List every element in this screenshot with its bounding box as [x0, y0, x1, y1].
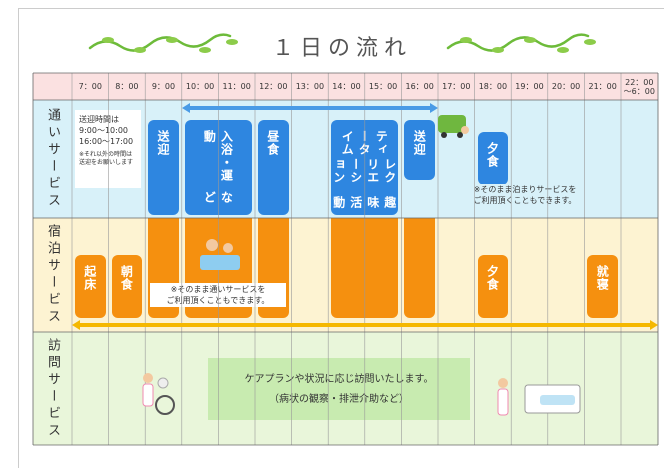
block-label: ティータイム: [340, 130, 389, 156]
note-line: ※そのまま泊まりサービスを: [473, 185, 577, 194]
stay-arrow: [72, 320, 658, 330]
time-header: 16：00: [405, 82, 434, 91]
block-label: 朝食: [119, 265, 134, 291]
pickup-time: 送迎時間は: [79, 115, 119, 124]
day-block: 送迎: [404, 120, 435, 180]
time-header: 7：00: [78, 82, 102, 91]
time-header: 20：00: [551, 82, 581, 91]
illustration: [438, 115, 466, 133]
time-header: 19：00: [515, 82, 544, 91]
stay-note: ※そのまま通いサービスを ご利用頂くこともできます。: [150, 283, 286, 307]
illustration: [206, 239, 218, 251]
block-label: 起床: [82, 265, 97, 291]
time-header: 18：00: [478, 82, 508, 91]
illustration: [441, 132, 447, 138]
block-label: 送迎: [155, 130, 170, 156]
illustration: [200, 255, 240, 270]
note-line: （病状の観察・排泄介助など）: [269, 394, 409, 405]
illustration: [155, 395, 175, 415]
row-label: 通いサービス: [45, 108, 60, 210]
time-header: 14：00: [332, 82, 361, 91]
time-header: 13：00: [295, 82, 325, 91]
stay-block: 夕食: [477, 255, 509, 318]
note-line: ケアプランや状況に応じ訪問いたします。: [244, 374, 434, 385]
note-line: ご利用頂くこともできます。: [473, 196, 577, 205]
visit-note: ケアプランや状況に応じ訪問いたします。 （病状の観察・排泄介助など）: [208, 358, 470, 420]
block-label: 昼食: [265, 130, 280, 156]
illustration: [540, 395, 575, 405]
stay-block: 起床: [75, 255, 106, 318]
day-block: 送迎: [148, 120, 179, 215]
illustration: [142, 383, 154, 407]
day-arrow: [182, 103, 438, 113]
block-label: 夕食: [485, 265, 500, 291]
time-header: 21：00: [588, 82, 617, 91]
header-row: [33, 73, 658, 100]
block-label: レクリエーション: [331, 158, 397, 185]
stay-block: 朝食: [111, 255, 143, 318]
vine-decoration: [88, 33, 590, 52]
time-header: 22：00 ～6：00: [623, 77, 655, 96]
time-header: 11：00: [222, 82, 251, 91]
pickup-time: 9:00～10:00: [79, 126, 129, 135]
block-label: など: [202, 190, 234, 204]
time-header: 12：00: [259, 82, 288, 91]
stay-block: [404, 218, 435, 318]
block-label: 送迎: [412, 130, 427, 156]
day-note: ※そのまま泊まりサービスを ご利用頂くこともできます。: [455, 184, 595, 206]
time-header: 15：00: [368, 82, 398, 91]
illustration: [498, 378, 508, 388]
illustration: [497, 388, 509, 416]
pickup-note: 送迎時間は 9:00～10:00 16:00～17:00 ※それ以外の時間は送迎をお願…: [75, 110, 141, 188]
title: １日の流れ: [271, 36, 412, 61]
illustration: [223, 243, 233, 253]
row-label: 訪問サービス: [45, 337, 60, 440]
illustration: [143, 373, 153, 383]
note-line: ご利用頂くこともできます。: [166, 296, 270, 305]
block-label: 入浴・運動: [202, 130, 234, 182]
illustration: [461, 126, 469, 134]
block-label: 趣味活動: [331, 196, 397, 210]
note-line: ※そのまま通いサービスを: [170, 285, 266, 294]
illustration: [157, 377, 169, 389]
time-header: 8：00: [115, 82, 139, 91]
block-label: 就寝: [595, 265, 610, 291]
block-label: 夕食: [485, 142, 500, 168]
time-header: 17：00: [442, 82, 471, 91]
pickup-subnote: ※それ以外の時間は送迎をお願いします: [79, 151, 134, 166]
time-header: 10：00: [185, 82, 215, 91]
row-label: 宿泊サービス: [45, 224, 60, 326]
vine-leaves: [102, 37, 596, 53]
illustration: [457, 132, 463, 138]
day-block: 昼食: [258, 120, 289, 215]
stay-block: 就寝: [587, 255, 618, 318]
pickup-time: 16:00～17:00: [79, 137, 134, 146]
day-block: 夕食: [477, 132, 509, 185]
time-header: 9：00: [151, 82, 176, 91]
